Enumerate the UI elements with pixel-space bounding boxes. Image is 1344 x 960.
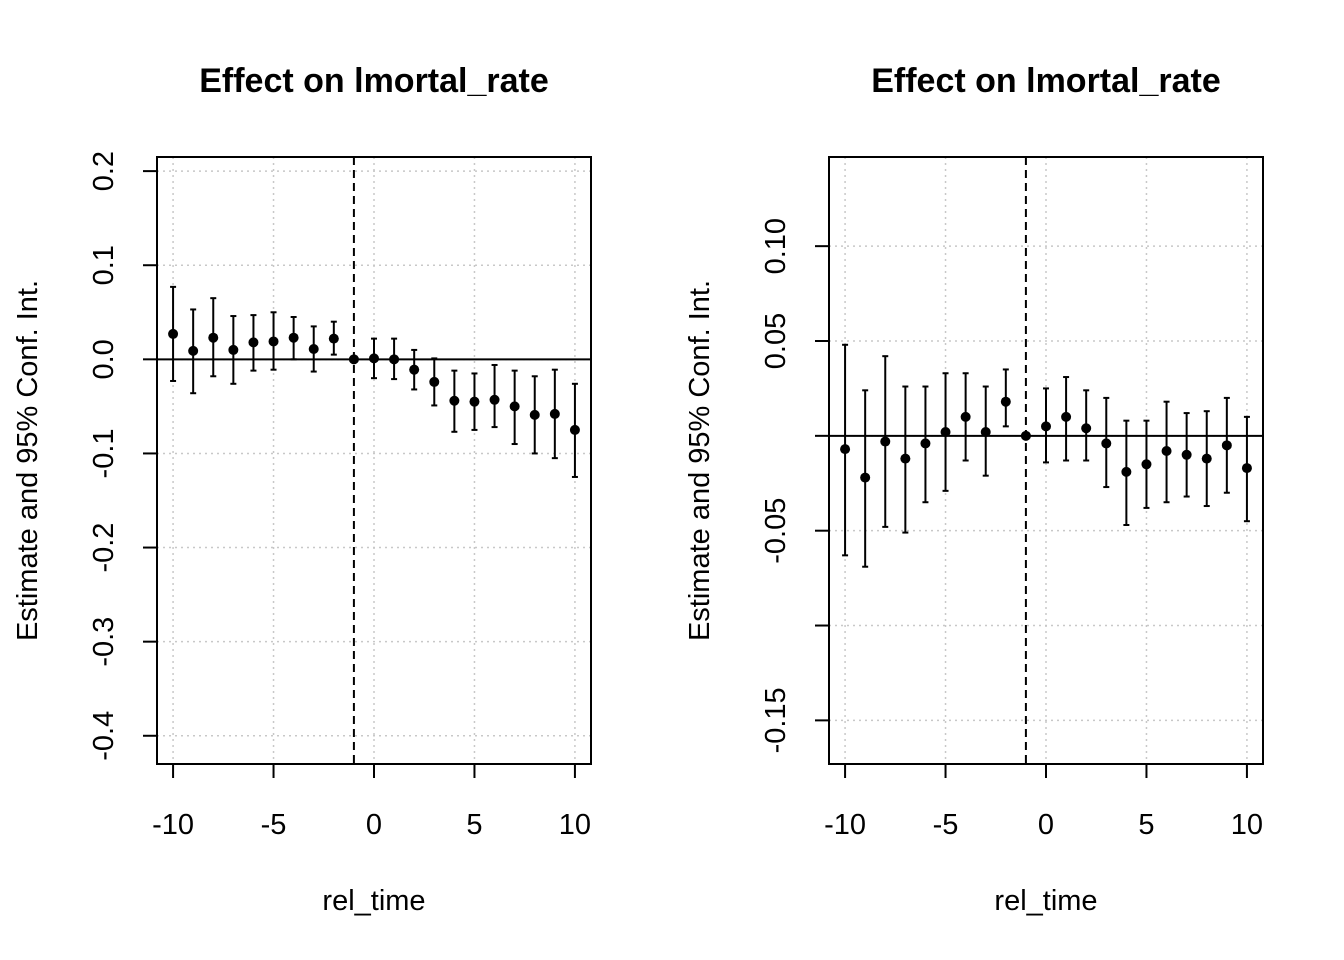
estimate-point xyxy=(449,395,460,406)
estimate-point xyxy=(308,343,319,354)
estimate-point xyxy=(940,427,951,438)
estimate-point xyxy=(1141,459,1152,470)
estimate-point xyxy=(1241,463,1252,474)
estimate-point xyxy=(1221,440,1232,451)
estimate-point xyxy=(489,394,500,405)
estimate-point xyxy=(268,336,279,347)
estimate-point xyxy=(960,411,971,422)
y-tick-label: 0.05 xyxy=(760,313,792,369)
estimate-point xyxy=(248,337,259,348)
estimate-point xyxy=(980,427,991,438)
estimate-point xyxy=(860,472,871,483)
x-axis-label: rel_time xyxy=(994,885,1097,917)
estimate-point xyxy=(1101,438,1112,449)
estimate-point xyxy=(549,408,560,419)
y-tick-label: 0.0 xyxy=(88,339,120,379)
estimate-point xyxy=(288,332,299,343)
chart-title: Effect on lmortal_rate xyxy=(199,62,549,100)
estimate-point xyxy=(569,424,580,435)
estimate-point xyxy=(840,444,851,455)
y-axis-label: Estimate and 95% Conf. Int. xyxy=(684,280,716,641)
x-tick-label: -10 xyxy=(152,809,194,841)
chart-panel-1: Effect on lmortal_rate -10 -5 0 5 10 0.2 0.1 0.0… xyxy=(12,62,592,917)
x-tick-label: -5 xyxy=(933,809,959,841)
x-tick-label: 5 xyxy=(1138,809,1154,841)
estimate-point xyxy=(1201,453,1212,464)
y-tick-label: 0.1 xyxy=(88,245,120,285)
y-tick-label: -0.1 xyxy=(88,428,120,478)
y-tick-label: -0.05 xyxy=(760,498,792,564)
estimate-point xyxy=(409,364,420,375)
estimate-point xyxy=(348,354,359,365)
estimate-point xyxy=(188,345,199,356)
x-tick-label: 0 xyxy=(366,809,382,841)
estimate-point xyxy=(529,409,540,420)
x-tick-label: 10 xyxy=(1231,809,1263,841)
estimate-point xyxy=(509,401,520,412)
estimate-point xyxy=(369,353,379,364)
y-tick-label: -0.2 xyxy=(88,523,120,573)
chart-panel-2: Effect on lmortal_rate -10 -5 0 5 10 0.10 0.05 -… xyxy=(684,62,1264,917)
y-tick-label: 0.10 xyxy=(760,218,792,274)
estimate-point xyxy=(900,453,911,464)
x-tick-label: 5 xyxy=(466,809,482,841)
x-tick-label: 0 xyxy=(1038,809,1054,841)
y-tick-label: 0.2 xyxy=(88,151,120,191)
x-tick-label: 10 xyxy=(559,809,591,841)
estimate-point xyxy=(1161,446,1172,457)
estimate-point xyxy=(1081,423,1092,434)
x-tick-label: -5 xyxy=(261,809,287,841)
estimate-point xyxy=(168,328,179,339)
estimate-point xyxy=(1121,466,1132,477)
estimate-point xyxy=(880,436,891,447)
y-tick-label: -0.15 xyxy=(760,687,792,753)
y-tick-label: -0.3 xyxy=(88,617,120,667)
estimate-point xyxy=(389,354,400,365)
estimate-point xyxy=(1041,421,1051,432)
estimate-point xyxy=(429,376,440,387)
x-axis-label: rel_time xyxy=(322,885,425,917)
estimate-point xyxy=(208,332,219,343)
y-tick-label: -0.4 xyxy=(88,711,120,761)
estimate-point xyxy=(1061,411,1072,422)
estimate-point xyxy=(1181,449,1192,460)
y-axis-label: Estimate and 95% Conf. Int. xyxy=(12,280,44,641)
estimate-point xyxy=(1000,396,1011,407)
estimate-point xyxy=(920,438,931,449)
estimate-point xyxy=(228,344,239,355)
x-tick-label: -10 xyxy=(824,809,866,841)
estimate-point xyxy=(1020,430,1031,441)
estimate-point xyxy=(328,333,339,344)
estimate-point xyxy=(469,396,480,407)
chart-title: Effect on lmortal_rate xyxy=(871,62,1221,100)
